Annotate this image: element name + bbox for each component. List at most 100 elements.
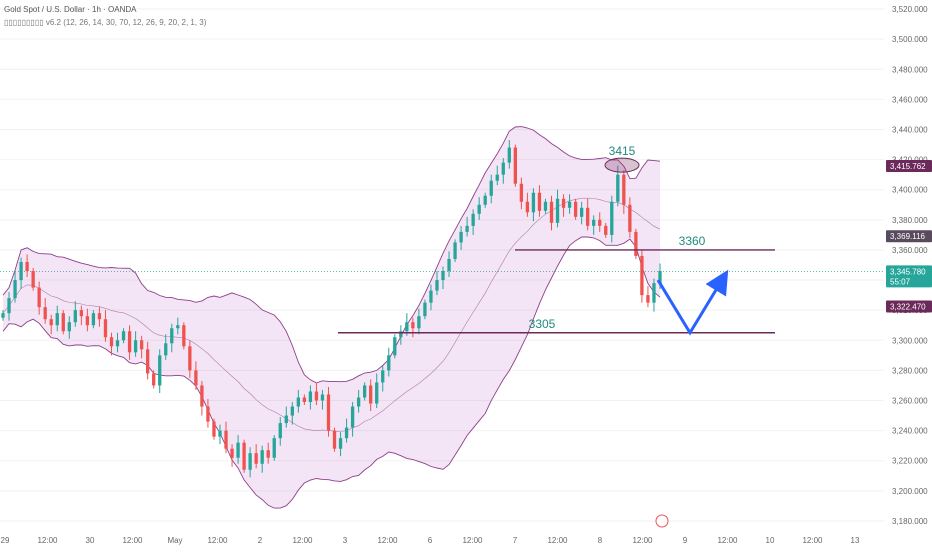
y-tick-label: 3,360.000 [892,246,928,255]
candle-body [55,313,59,326]
indicator-legend[interactable]: ▯▯▯▯▯▯▯▯▯ v6.2 (12, 26, 14, 30, 70, 12, … [4,18,207,27]
candle-body [495,174,499,181]
candle-body [471,213,475,226]
candle-body [561,198,566,208]
candle-body [7,298,11,314]
y-tick-label: 3,280.000 [892,366,928,375]
support-resistance-lines: 3360 3305 [338,234,775,334]
candle-body [296,397,301,407]
candle-body [218,430,222,437]
candle-body [387,355,391,371]
candle-body [399,331,403,338]
x-tick-label: 2 [258,536,263,545]
x-tick-label: 12:00 [632,536,653,545]
candle-body [314,391,319,401]
candle-body [127,331,132,353]
y-tick-label: 3,500.000 [892,35,928,44]
y-tick-label: 3,380.000 [892,216,928,225]
y-tick-label: 3,300.000 [892,336,928,345]
x-tick-label: 12:00 [802,536,823,545]
candle-body [152,373,156,386]
candle-body [441,271,445,281]
candle-body [158,355,162,386]
candle-body [423,302,427,317]
x-tick-label: 30 [86,536,95,545]
x-tick-label: 12:00 [547,536,568,545]
x-tick-label: 10 [766,536,775,545]
candle-body [543,201,548,211]
peak-marker [604,157,640,173]
price-label-bg [886,265,932,288]
candle-body [616,174,620,202]
candle-body [501,162,505,175]
x-tick-label: 12:00 [207,536,228,545]
candle-body [97,313,102,320]
x-tick-label: 12:00 [122,536,143,545]
candle-body [164,343,168,356]
candle-body [610,201,614,235]
candle-body [369,385,373,404]
candle-body [477,204,481,214]
candle-series [1,140,662,478]
candle-body [598,219,602,226]
bollinger-band-area [2,126,661,509]
candle-body [350,406,355,428]
candle-body [115,340,120,347]
candle-body [634,231,638,256]
peak-label: 3415 [609,144,636,158]
candle-body [79,310,84,317]
candle-body [393,337,397,356]
candle-body [37,287,41,308]
y-tick-label: 3,400.000 [892,186,928,195]
candle-body [49,319,53,326]
price-label: 3,369.116 [890,232,926,241]
symbol-title[interactable]: Gold Spot / U.S. Dollar · 1h · OANDA [4,5,137,14]
candle-body [146,349,150,374]
candle-body [567,201,572,208]
candle-body [411,322,415,329]
candle-body [85,316,90,326]
candle-body [230,448,234,458]
candle-body [260,450,264,464]
candle-body [658,271,662,284]
y-tick-label: 3,440.000 [892,125,928,134]
candle-body [290,406,294,416]
candle-body [206,406,210,422]
candle-body [19,261,23,281]
annotations: 3415 [604,144,729,336]
candle-body [549,201,554,223]
y-tick-label: 3,200.000 [892,487,928,496]
candle-body [242,442,246,470]
candle-body [622,174,626,205]
band-upper [2,126,661,384]
candle-body [628,204,632,232]
x-tick-label: 12:00 [462,536,483,545]
candle-body [200,385,204,407]
candle-body [320,394,325,401]
forecast-arrow [656,269,729,336]
x-tick-label: 12:00 [292,536,313,545]
candle-body [513,147,517,184]
candle-body [194,370,198,386]
candle-body [139,340,144,350]
candle-body [43,307,47,320]
x-tick-label: 8 [598,536,603,545]
candle-body [278,423,282,439]
candle-body [248,453,252,470]
y-tick-label: 3,460.000 [892,95,928,104]
price-axis[interactable]: 3,520.000 3,500.000 3,480.000 3,460.000 3,44… [886,5,932,526]
candle-body [362,385,367,398]
candle-body [555,198,560,223]
y-tick-label: 3,240.000 [892,427,928,436]
candle-body [573,201,578,217]
candle-body [31,271,35,288]
band-fill [3,126,660,509]
candle-body [188,346,192,371]
x-tick-label: 6 [428,536,433,545]
price-label-bg [886,300,932,313]
x-tick-label: 9 [683,536,688,545]
candle-body [212,421,216,437]
time-axis[interactable]: 29 12:00 30 12:00 May 12:00 2 12:00 3 12:00 6 12:00… [1,514,860,545]
